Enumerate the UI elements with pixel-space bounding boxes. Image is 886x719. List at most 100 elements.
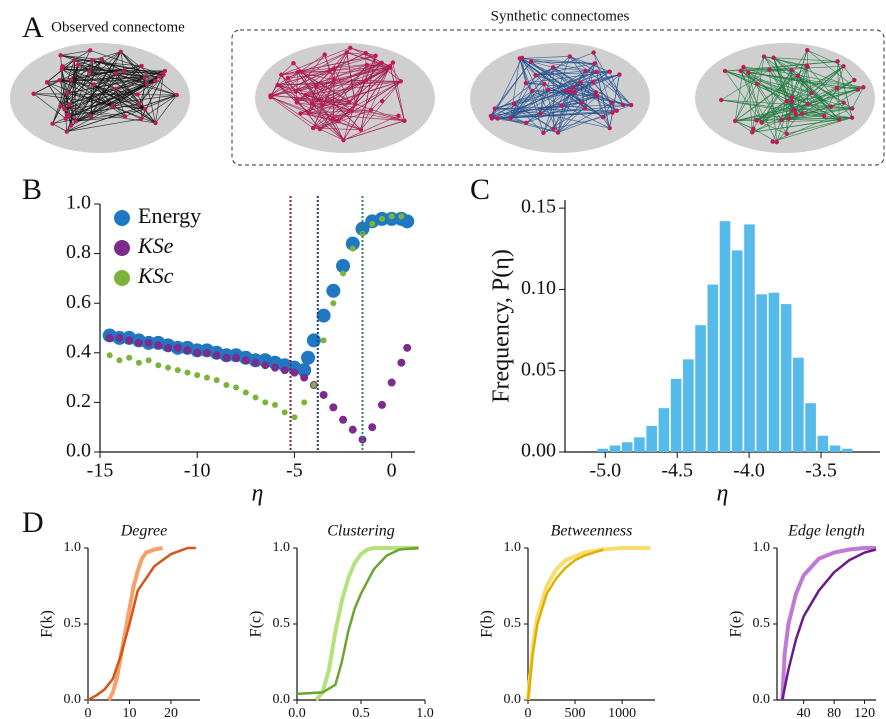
network-node [805, 101, 810, 107]
network-node [88, 114, 94, 119]
bar [744, 224, 755, 452]
network-node [68, 123, 74, 128]
network-edge [557, 92, 576, 133]
scatter-point [397, 358, 406, 367]
network-node [722, 68, 728, 74]
network-edge [140, 94, 177, 120]
network-edge [569, 56, 597, 73]
network-edge [277, 84, 297, 100]
network-edge [270, 71, 301, 96]
bar [731, 250, 743, 452]
network-edge [513, 103, 544, 134]
network-node [789, 94, 795, 100]
bar [780, 304, 792, 452]
network-edge [155, 74, 164, 123]
network-node [87, 69, 92, 74]
network-node [57, 78, 62, 83]
network-edge [521, 57, 559, 133]
network-edge [60, 50, 91, 56]
network-edge [70, 51, 121, 81]
cdf-line [87, 546, 196, 702]
scatter-point [144, 338, 153, 347]
cdf-line [296, 546, 419, 696]
network-edge [120, 51, 125, 72]
network-edge [752, 119, 840, 133]
network-edge [756, 83, 782, 120]
network-node [268, 94, 273, 100]
cdf-line [526, 546, 651, 701]
network-node [358, 127, 364, 132]
network-node [306, 110, 312, 116]
x-tick-label: -3.5 [805, 460, 837, 482]
scatter-point [125, 336, 134, 345]
scatter-point [242, 389, 249, 396]
network-node [523, 120, 529, 126]
network-edge [565, 90, 604, 118]
network-edge [831, 106, 853, 109]
network-node [110, 103, 115, 109]
network-edge [343, 65, 391, 141]
network-edge [781, 69, 793, 120]
network-node [749, 130, 755, 135]
bar [707, 284, 719, 452]
network-edge [270, 68, 335, 98]
scatter-point [105, 333, 114, 342]
network-edge [360, 55, 376, 130]
network-node [317, 126, 323, 132]
network-node [519, 55, 525, 61]
cdf-line [780, 546, 876, 701]
scatter-point [116, 357, 123, 364]
network-node [593, 90, 598, 95]
network-node [591, 79, 596, 85]
network-node [578, 80, 583, 85]
network-edge [797, 75, 832, 107]
x-tick-label: 20 [164, 706, 178, 719]
network-node [379, 98, 385, 104]
network-edge [543, 56, 571, 133]
network-edge [360, 81, 402, 130]
synthetic-label: Synthetic connectomes [491, 8, 630, 24]
y-tick-label: 0.0 [504, 692, 522, 707]
network-node [174, 92, 179, 98]
network-edge [721, 99, 840, 120]
network-node [68, 77, 74, 82]
network-edge [90, 105, 113, 117]
x-tick-label: 1.0 [416, 706, 434, 719]
network-node [837, 117, 842, 122]
scatter-point [339, 415, 348, 424]
network-edge [525, 95, 598, 124]
network-node [75, 62, 81, 68]
network-edge [761, 100, 788, 123]
network-edge [315, 80, 401, 88]
network-edge [574, 91, 586, 109]
network-node [330, 115, 336, 121]
network-edge [75, 116, 126, 122]
network-edge [62, 66, 164, 76]
network-edge [763, 56, 832, 107]
network-node [139, 63, 144, 69]
panel-label: A [22, 11, 44, 44]
scatter-point [310, 382, 317, 389]
network-edge [66, 94, 138, 132]
network-node [50, 121, 55, 126]
network-node [559, 103, 564, 108]
network-node [828, 104, 834, 109]
network-edge [552, 67, 574, 88]
network-edge [281, 74, 297, 100]
network-node [275, 82, 280, 88]
network-edge [155, 94, 178, 124]
network-edge [333, 110, 353, 119]
x-tick-label: 0.5 [352, 706, 370, 719]
network-node [388, 65, 393, 70]
network-edge [33, 93, 177, 96]
network-node [73, 119, 78, 124]
scatter-point [155, 362, 162, 369]
scatter-point [213, 377, 220, 384]
scatter-point [330, 300, 337, 307]
network-node [600, 114, 606, 120]
network-node [65, 90, 70, 96]
network-node [303, 92, 308, 98]
network-edge [837, 61, 853, 118]
scatter-point [203, 374, 210, 381]
scatter-point [183, 346, 192, 355]
